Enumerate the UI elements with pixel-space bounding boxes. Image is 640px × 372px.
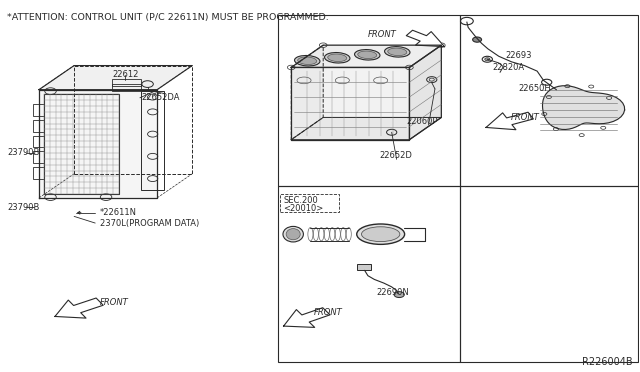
Circle shape <box>472 37 481 42</box>
Circle shape <box>484 58 490 61</box>
Polygon shape <box>543 86 625 129</box>
Text: 22693: 22693 <box>505 51 532 60</box>
Ellipse shape <box>328 54 347 61</box>
Ellipse shape <box>358 51 377 58</box>
Text: 23790B: 23790B <box>7 203 40 212</box>
Polygon shape <box>406 30 445 46</box>
Text: 22612: 22612 <box>113 70 139 79</box>
Bar <box>113 84 141 92</box>
Text: FRONT: FRONT <box>314 308 342 317</box>
Bar <box>278 186 461 362</box>
Circle shape <box>394 292 404 298</box>
Text: SEC.200: SEC.200 <box>284 196 318 205</box>
Text: 2370L(PROGRAM DATA): 2370L(PROGRAM DATA) <box>100 219 199 228</box>
Text: FRONT: FRONT <box>510 113 539 122</box>
Bar <box>33 120 44 132</box>
Bar <box>44 94 119 194</box>
Text: 22690N: 22690N <box>376 288 409 297</box>
Text: 22060P: 22060P <box>406 117 438 126</box>
Ellipse shape <box>298 57 317 64</box>
Bar <box>33 167 44 179</box>
Bar <box>461 186 638 362</box>
Bar <box>461 15 638 186</box>
Polygon shape <box>410 45 442 140</box>
Text: 23790B: 23790B <box>7 148 40 157</box>
Bar <box>33 136 44 147</box>
Text: 22652D: 22652D <box>380 151 412 160</box>
Ellipse shape <box>362 227 400 241</box>
Ellipse shape <box>388 48 407 55</box>
Polygon shape <box>291 118 442 140</box>
Bar <box>280 194 339 212</box>
Ellipse shape <box>385 46 410 57</box>
Text: <20010>: <20010> <box>284 204 324 213</box>
Text: FRONT: FRONT <box>368 30 397 39</box>
Text: FRONT: FRONT <box>100 298 129 307</box>
Ellipse shape <box>324 52 350 63</box>
Polygon shape <box>291 45 323 140</box>
Ellipse shape <box>286 229 300 240</box>
Polygon shape <box>291 67 410 140</box>
Text: *ATTENTION: CONTROL UNIT (P/C 22611N) MUST BE PROGRAMMED.: *ATTENTION: CONTROL UNIT (P/C 22611N) MU… <box>7 13 329 22</box>
Bar <box>278 15 461 186</box>
Ellipse shape <box>356 224 404 244</box>
Polygon shape <box>55 298 103 318</box>
Text: *22611N: *22611N <box>100 208 137 217</box>
Polygon shape <box>284 308 330 327</box>
Polygon shape <box>39 65 192 90</box>
Text: 22650H: 22650H <box>518 84 550 93</box>
Polygon shape <box>39 90 157 198</box>
Bar <box>357 264 371 270</box>
Bar <box>141 92 164 190</box>
Ellipse shape <box>294 55 320 66</box>
Text: 22820A: 22820A <box>492 63 525 72</box>
Polygon shape <box>291 45 442 67</box>
Bar <box>33 104 44 116</box>
Bar <box>113 78 141 86</box>
Text: 22652DA: 22652DA <box>141 93 180 102</box>
Ellipse shape <box>355 49 380 60</box>
Ellipse shape <box>283 227 303 242</box>
Text: R226004B: R226004B <box>582 357 633 367</box>
Polygon shape <box>486 112 533 130</box>
Bar <box>33 151 44 163</box>
